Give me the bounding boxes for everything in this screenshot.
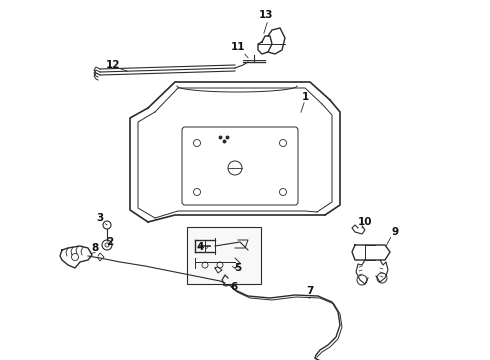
Text: 9: 9 [392,227,398,237]
Text: 2: 2 [106,237,114,247]
Text: 10: 10 [358,217,372,227]
Text: 1: 1 [301,92,309,102]
Text: 8: 8 [91,243,98,253]
Text: 12: 12 [106,60,120,70]
Text: 11: 11 [231,42,245,52]
Text: 3: 3 [97,213,103,223]
Text: 7: 7 [306,286,314,296]
Text: 13: 13 [259,10,273,20]
Text: 6: 6 [230,282,238,292]
Text: 4: 4 [196,242,204,252]
FancyBboxPatch shape [187,227,261,284]
Text: 5: 5 [234,263,242,273]
